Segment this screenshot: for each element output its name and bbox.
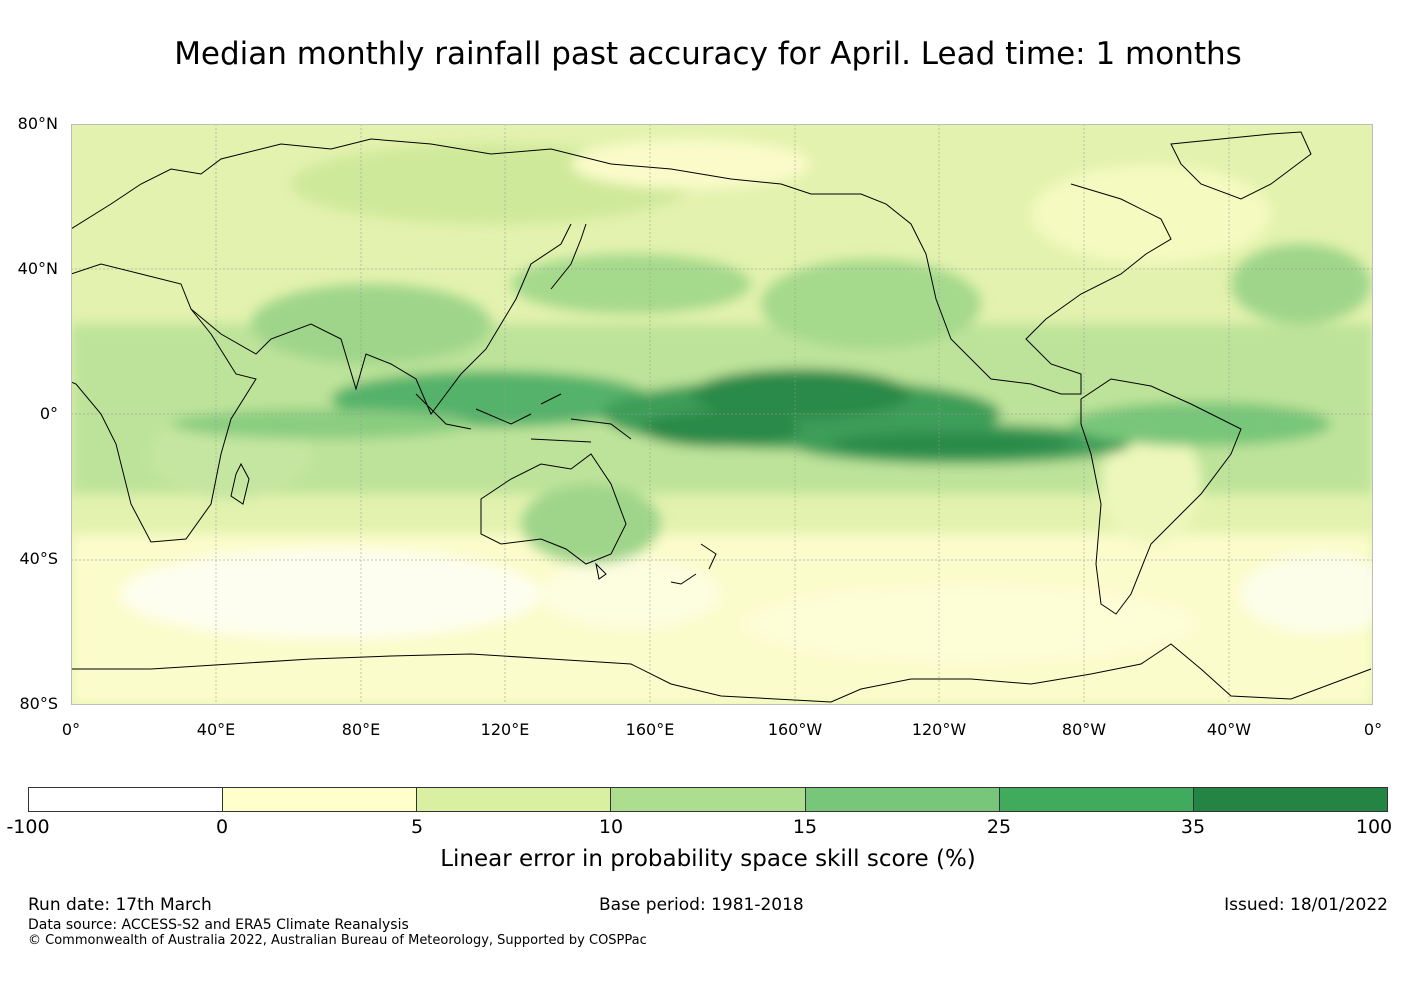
lat-label-80s: 80°S	[19, 694, 58, 713]
colorbar-swatch	[1193, 788, 1387, 811]
graticule	[71, 124, 1373, 705]
colorbar-tick: 10	[598, 816, 624, 838]
colorbar-swatch	[611, 788, 806, 811]
asia-south-coast	[190, 223, 572, 415]
tasmania-coast	[595, 562, 607, 580]
south-america-coast	[1080, 378, 1242, 615]
copyright: © Commonwealth of Australia 2022, Austra…	[28, 933, 647, 948]
coastlines	[71, 131, 1372, 703]
australia-coast	[480, 453, 627, 565]
lon-label-0: 0°	[61, 720, 81, 739]
antarctica-coast	[71, 643, 1372, 703]
lon-label-120w: 120°W	[911, 720, 967, 739]
lon-label-120e: 120°E	[480, 720, 530, 739]
lon-label-40w: 40°W	[1206, 720, 1252, 739]
base-period: Base period: 1981-2018	[599, 895, 804, 915]
greenland-coast	[1170, 131, 1312, 200]
eurasia-north-coast	[71, 138, 812, 230]
lat-label-0: 0°	[39, 404, 58, 423]
africa-coast	[71, 263, 257, 543]
north-america-coast	[811, 183, 1172, 395]
lat-label-80n: 80°N	[17, 114, 58, 133]
lat-label-40s: 40°S	[19, 549, 58, 568]
colorbar-swatch	[417, 788, 612, 811]
run-date: Run date: 17th March	[28, 895, 212, 915]
colorbar-tick: 25	[986, 816, 1012, 838]
colorbar-label: Linear error in probability space skill …	[440, 846, 976, 872]
colorbar-swatch	[223, 788, 418, 811]
lon-label-40e: 40°E	[196, 720, 236, 739]
lon-label-160e: 160°E	[625, 720, 675, 739]
colorbar	[28, 787, 1388, 812]
colorbar-tick: 35	[1180, 816, 1206, 838]
madagascar-coast	[230, 462, 250, 505]
lat-label-40n: 40°N	[17, 259, 58, 278]
newzealand-coast	[670, 543, 717, 585]
indonesia-coast	[415, 393, 632, 443]
colorbar-tick: 100	[1355, 816, 1393, 838]
colorbar-swatch	[805, 788, 1000, 811]
issued-date: Issued: 18/01/2022	[1224, 895, 1388, 915]
chart-title: Median monthly rainfall past accuracy fo…	[174, 36, 1242, 72]
colorbar-swatch	[999, 788, 1194, 811]
map-frame	[71, 124, 1373, 705]
colorbar-swatch	[29, 788, 224, 811]
japan-coast	[550, 223, 587, 290]
colorbar-tick: -100	[6, 816, 50, 838]
colorbar-tick: 15	[792, 816, 818, 838]
skill-map	[71, 124, 1373, 705]
colorbar-tick: 0	[215, 816, 229, 838]
colorbar-tick: 5	[410, 816, 424, 838]
lon-label-160w: 160°W	[767, 720, 823, 739]
lon-label-80w: 80°W	[1061, 720, 1107, 739]
lon-label-0-east: 0°	[1363, 720, 1383, 739]
lon-label-80e: 80°E	[341, 720, 381, 739]
data-source: Data source: ACCESS-S2 and ERA5 Climate …	[28, 917, 409, 933]
